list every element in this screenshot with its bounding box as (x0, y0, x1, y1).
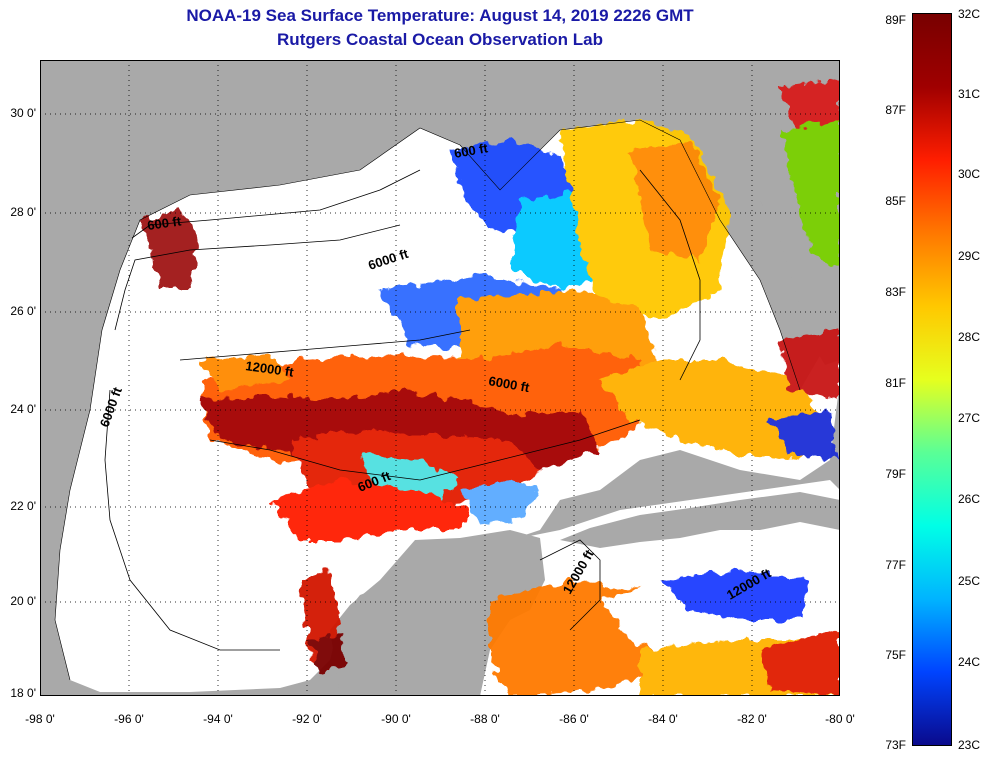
colorbar-label-f: 81F (885, 376, 906, 390)
colorbar-label-f: 83F (885, 285, 906, 299)
colorbar-label-c: 25C (958, 574, 981, 588)
colorbar-label-c: 29C (958, 249, 981, 263)
longitude-label: -84 0' (648, 712, 678, 726)
longitude-label: -82 0' (737, 712, 767, 726)
colorbar-label-f: 77F (885, 558, 906, 572)
latitude-label: 24 0' (10, 402, 36, 416)
latitude-label: 30 0' (10, 106, 36, 120)
yucatan-peninsula (330, 530, 545, 696)
colorbar-label-f: 79F (885, 467, 906, 481)
colorbar-label-c: 30C (958, 167, 981, 181)
colorbar-label-c: 24C (958, 655, 981, 669)
colorbar-label-c: 31C (958, 87, 981, 101)
map-title: NOAA-19 Sea Surface Temperature: August … (186, 6, 694, 25)
sst-map: 600 ft 6000 ft 600 ft 12000 ft 6000 ft 6… (40, 60, 840, 696)
contour-label: 600 ft (146, 213, 182, 233)
colorbar-label-f: 87F (885, 103, 906, 117)
contour-label: 6000 ft (487, 373, 531, 395)
latitude-label: 20 0' (10, 594, 36, 608)
longitude-label: -96 0' (114, 712, 144, 726)
contour-label: 600 ft (453, 140, 490, 161)
longitude-label: -92 0' (292, 712, 322, 726)
longitude-label: -90 0' (381, 712, 411, 726)
longitude-label: -94 0' (203, 712, 233, 726)
colorbar-label-f: 73F (885, 738, 906, 752)
map-subtitle: Rutgers Coastal Ocean Observation Lab (277, 30, 603, 49)
latitude-label: 26 0' (10, 304, 36, 318)
coastlines (54, 119, 801, 681)
map-canvas: 600 ft 6000 ft 600 ft 12000 ft 6000 ft 6… (40, 60, 840, 696)
longitude-label: -86 0' (559, 712, 589, 726)
latitude-label: 28 0' (10, 205, 36, 219)
longitude-label: -88 0' (470, 712, 500, 726)
longitude-label: -80 0' (825, 712, 855, 726)
colorbar-label-c: 28C (958, 330, 981, 344)
temperature-colorbar (912, 13, 952, 746)
map-frame-border (40, 60, 840, 696)
longitude-label: -98 0' (25, 712, 55, 726)
colorbar-label-c: 32C (958, 7, 981, 21)
latitude-label: 22 0' (10, 499, 36, 513)
colorbar-label-c: 27C (958, 411, 981, 425)
latitude-label: 18 0' (10, 686, 36, 700)
colorbar-label-c: 23C (958, 738, 981, 752)
colorbar-label-f: 89F (885, 13, 906, 27)
colorbar-label-c: 26C (958, 492, 981, 506)
cuba (560, 492, 840, 548)
colorbar-label-f: 85F (885, 194, 906, 208)
graticule (40, 60, 840, 696)
contour-label: 12000 ft (245, 358, 296, 380)
colorbar-label-f: 75F (885, 648, 906, 662)
bathymetry-contours (104, 169, 701, 651)
